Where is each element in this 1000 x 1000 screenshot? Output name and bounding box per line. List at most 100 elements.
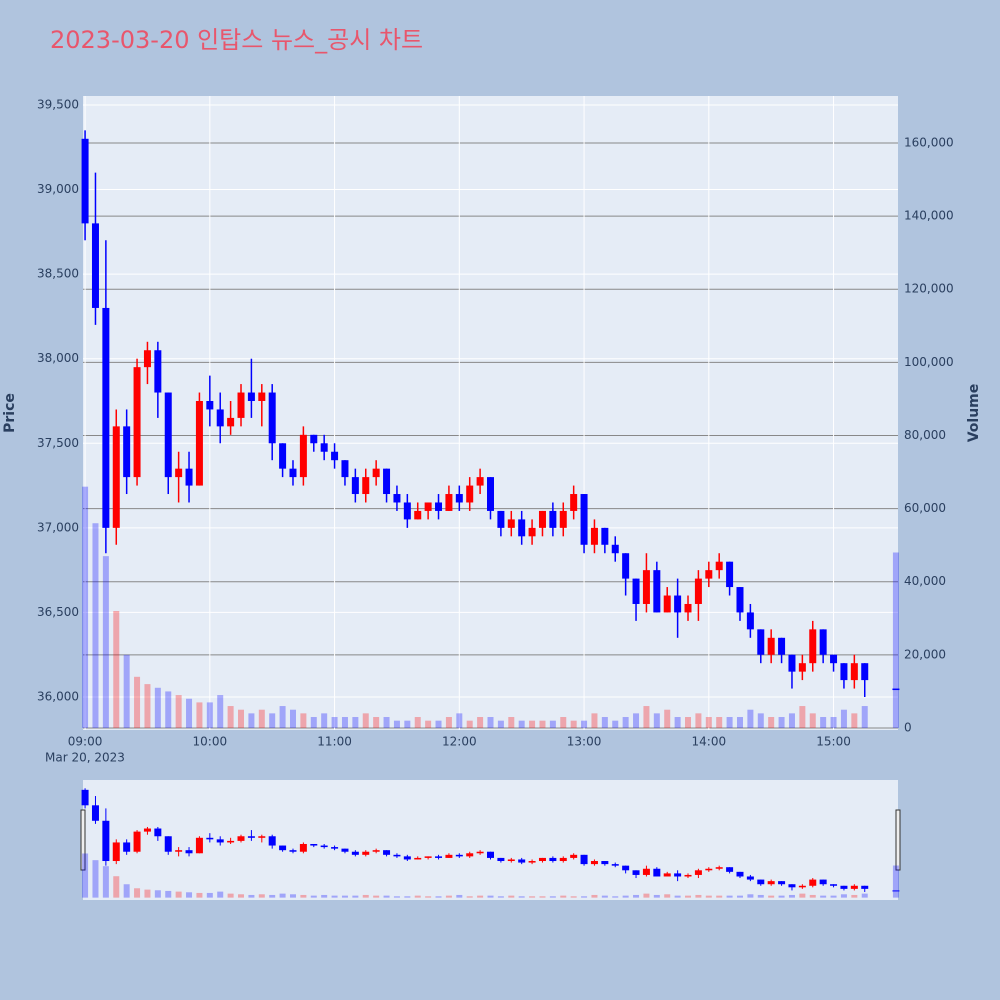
volume-bar [435,720,442,728]
volume-bar [165,691,172,728]
slider-volume-bar [279,893,286,898]
candle-body [445,494,453,511]
slider-volume-bar [591,894,598,898]
slider-candle-body [237,836,245,841]
volume-bar [487,717,494,728]
volume-bar [840,709,847,728]
slider-volume-bar [102,866,109,898]
slider-candle-body [663,873,671,877]
volume-bar [726,717,733,728]
candle-body [383,468,391,495]
slider-candle-body [653,868,661,877]
slider-volume-bar [747,894,754,898]
y-tick-label: 38,000 [37,351,79,365]
slider-candle-body [123,842,131,852]
volume-bar [518,720,525,728]
slider-candle-body [362,851,370,855]
slider-candle-body [767,881,775,885]
slider-candle-body [580,854,588,865]
slider-candle-body [268,836,276,846]
volume-bar [830,717,837,728]
candle-body [507,519,515,528]
slider-volume-bar [269,894,276,898]
volume-bar [851,713,858,728]
volume-bar [310,717,317,728]
volume-bar [102,556,109,728]
volume-bar [134,676,141,728]
volume-bar [581,720,588,728]
slider-candle-body [445,854,453,858]
slider-candle-body [393,854,401,857]
candle-body [580,494,588,545]
slider-candle-body [715,867,723,869]
volume-bar [716,717,723,728]
slider-volume-bar [196,892,203,898]
slider-candle-body [487,851,494,858]
candle-body [195,400,203,486]
slider-candle-body [819,879,827,885]
candle-body [206,400,214,410]
slider-candle-body [383,850,391,855]
y2-tick-label: 100,000 [904,355,954,369]
x-tick-label: 14:00 [692,735,727,749]
slider-volume-bar [289,894,296,898]
y-tick-label: 38,500 [37,267,79,281]
slider-candle-body [258,836,266,838]
y2-tick-label: 60,000 [904,501,946,515]
candle-body [611,544,619,554]
candle-body [341,460,349,478]
candle-body [227,417,235,427]
volume-bar [861,706,868,728]
y2-tick-label: 0 [904,720,912,734]
slider-volume-bar [612,896,619,898]
candle-body [102,307,110,528]
candle-body [310,434,318,444]
volume-bar [612,720,619,728]
slider-volume-bar [383,895,390,898]
x-tick-label: 11:00 [317,735,352,749]
candle-body [175,468,183,478]
candle-body [684,603,692,613]
volume-bar [279,706,286,728]
slider-candle-body [570,854,578,858]
slider-candle-body [809,879,817,886]
slider-candle-body [788,884,796,888]
slider-candle-body [798,885,806,888]
slider-volume-bar [92,860,99,898]
slider-candle-body [850,885,858,889]
slider-candle-body [559,857,567,862]
slider-candle-body [424,856,432,858]
slider-volume-bar [487,895,494,898]
candle-body [809,629,817,664]
volume-bar [362,713,369,728]
slider-volume-bar [809,894,816,898]
y-tick-label: 36,500 [37,605,79,619]
slider-candle-body [497,857,505,862]
range-handle-left[interactable] [80,809,86,871]
range-slider[interactable] [83,780,898,900]
candle-body [819,629,827,655]
slider-candle-body [435,856,443,858]
candle-body [705,570,713,579]
candle-body [663,595,671,613]
y-tick-label: 37,500 [37,436,79,450]
candle-body [289,468,297,478]
volume-bar [269,713,276,728]
volume-bar [653,713,660,728]
volume-bar [123,654,130,728]
candle-body [538,510,546,528]
candle-body [393,494,401,503]
slider-candle-body [726,867,734,872]
slider-candle-body [611,864,619,866]
candle-body [549,510,557,528]
slider-volume-bar [549,896,556,898]
candle-body [455,494,463,503]
candle-body [767,637,775,655]
slider-volume-bar [373,895,380,898]
slider-volume-bar [352,895,359,898]
range-handle-right[interactable] [895,809,901,871]
y-tick-label: 36,000 [37,690,79,704]
volume-bar [820,717,827,728]
slider-volume-bar [529,896,536,898]
volume-bar [778,717,785,728]
